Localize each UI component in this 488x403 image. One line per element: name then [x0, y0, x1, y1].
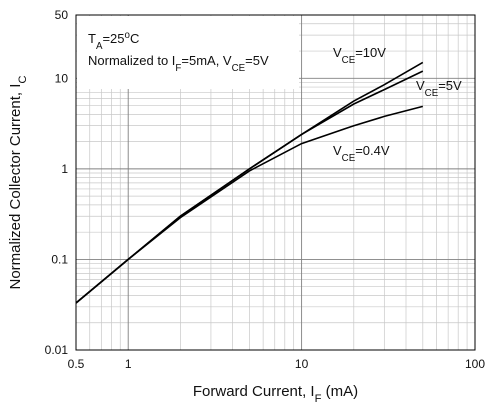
x-tick-label: 0.5 [68, 357, 85, 371]
annotation-part: A [96, 41, 103, 52]
x-axis-label: Forward Current, IF (mA) [193, 383, 358, 403]
annotation-part: =25 [102, 31, 124, 46]
annotation-part: =5mA, V [181, 53, 232, 68]
series-label-part: CE [342, 153, 356, 164]
annotation-part: C [130, 31, 139, 46]
series-label-part: =5V [438, 78, 462, 93]
annotation-part: F [175, 63, 181, 74]
annotation: Normalized to IF=5mA, VCE=5V [88, 53, 269, 74]
x-tick-label: 100 [465, 357, 485, 371]
x-axis-label-part: (mA) [321, 383, 358, 400]
x-axis-label-part: Forward Current, I [193, 383, 315, 400]
line [75, 105, 424, 304]
y-axis-label-part: C [17, 75, 29, 83]
annotation-box [77, 16, 299, 89]
series-label-part: V [333, 143, 342, 158]
series-label: VCE=10V [333, 45, 386, 66]
series-label-part: CE [342, 55, 356, 66]
series-label-part: CE [425, 88, 439, 99]
annotation-part: =5V [245, 53, 269, 68]
x-axis-label-part: F [315, 393, 322, 403]
annotation-part: o [125, 30, 131, 41]
series-label-part: V [416, 78, 425, 93]
annotation: TA=25oC [88, 30, 139, 52]
series-label-part: =0.4V [355, 143, 390, 158]
series-label-part: V [333, 45, 342, 60]
y-tick-label: 50 [55, 8, 69, 22]
annotation-part: CE [232, 63, 246, 74]
series-label-part: =10V [355, 45, 386, 60]
annotation-part: T [88, 31, 96, 46]
series-label: VCE=0.4V [333, 143, 390, 164]
series-label: VCE=5V [416, 78, 462, 99]
x-tick-label: 10 [295, 357, 309, 371]
annotation-part: Normalized to I [88, 53, 175, 68]
y-tick-label: 0.1 [51, 252, 68, 266]
y-tick-label: 1 [61, 162, 68, 176]
x-tick-label: 1 [125, 357, 132, 371]
y-tick-label: 10 [55, 71, 69, 85]
y-tick-label: 0.01 [45, 343, 69, 357]
y-axis-label-part: Normalized Collector Current, I [7, 84, 24, 290]
y-axis-label: Normalized Collector Current, IC [7, 75, 29, 289]
plot-frame [75, 14, 476, 351]
